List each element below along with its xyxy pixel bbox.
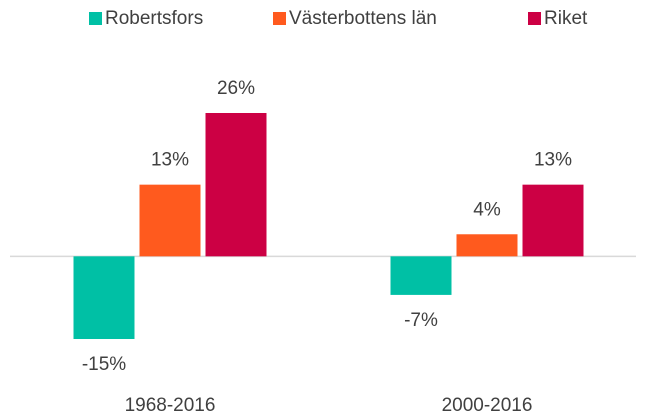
bar xyxy=(73,256,135,339)
data-label: 26% xyxy=(217,78,255,99)
legend-swatch xyxy=(89,12,102,25)
legend-label: Västerbottens län xyxy=(289,8,437,29)
data-label: -15% xyxy=(82,354,126,375)
x-tick-label: 1968-2016 xyxy=(125,395,216,416)
bar xyxy=(522,184,584,257)
bar xyxy=(139,184,201,257)
bar xyxy=(390,256,452,295)
bar xyxy=(205,113,267,257)
data-label: 4% xyxy=(473,199,501,220)
data-label: 13% xyxy=(151,150,189,171)
data-label: 13% xyxy=(534,150,572,171)
legend-label: Riket xyxy=(544,8,588,29)
x-tick-label: 2000-2016 xyxy=(442,395,533,416)
legend-swatch xyxy=(273,12,286,25)
data-label: -7% xyxy=(404,310,438,331)
legend-label: Robertsfors xyxy=(105,8,203,29)
legend-swatch xyxy=(528,12,541,25)
bar xyxy=(456,234,518,257)
